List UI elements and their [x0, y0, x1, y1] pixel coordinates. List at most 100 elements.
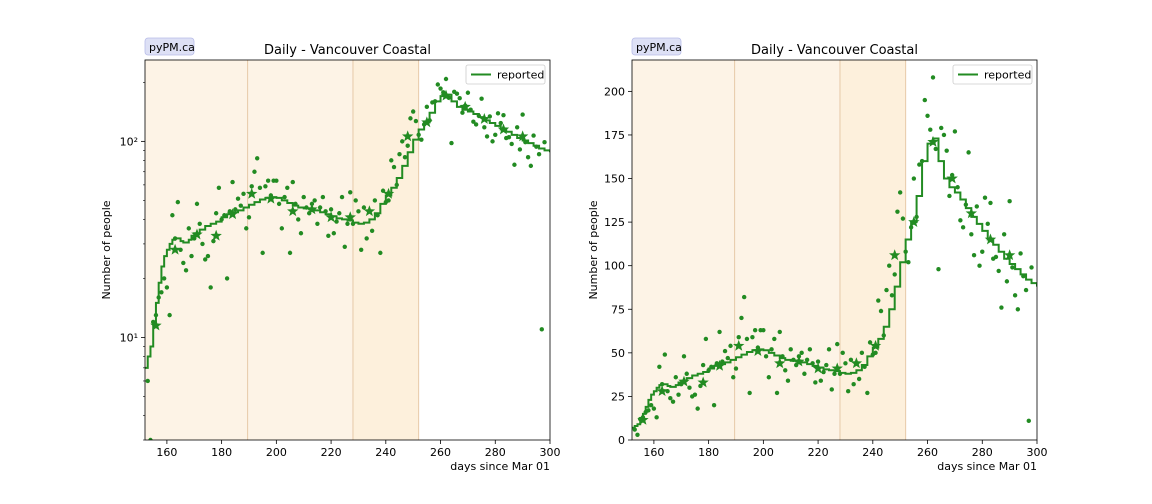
x-tick-label: 280 [485, 446, 506, 459]
data-point [380, 188, 386, 193]
data-point [1018, 251, 1023, 256]
data-point [845, 388, 851, 394]
data-point [802, 371, 807, 376]
data-point [238, 203, 243, 208]
star-marker [869, 339, 882, 351]
data-point [917, 162, 922, 167]
y-tick-label: 75 [611, 303, 625, 316]
data-point [361, 205, 367, 210]
y-tick-label: 100 [604, 260, 625, 273]
data-point [741, 294, 747, 300]
data-point [974, 204, 979, 209]
chart-panel-log: 160 180 200 220 240 260 280 300 10¹ 10² Daily - … [100, 37, 561, 473]
data-point [216, 185, 222, 190]
data-point [750, 334, 755, 340]
data-point [681, 354, 687, 359]
data-point [676, 392, 681, 397]
x-tick-label: 220 [321, 446, 342, 459]
pypm-badge[interactable]: pyPM.ca [144, 37, 195, 56]
period-bands [632, 60, 907, 440]
data-point [358, 247, 364, 252]
data-point [969, 232, 974, 237]
star-marker [344, 211, 356, 223]
data-point [668, 395, 673, 401]
data-point [369, 228, 375, 233]
data-point [684, 371, 689, 376]
period-band [734, 60, 840, 440]
data-point [996, 268, 1001, 274]
period-band [352, 60, 419, 440]
star-marker [169, 243, 181, 255]
data-point [971, 253, 977, 258]
star-marker [927, 135, 939, 147]
data-point [651, 406, 657, 411]
data-point [254, 156, 260, 161]
data-point [353, 198, 358, 203]
data-point [531, 133, 536, 138]
data-point [958, 218, 963, 223]
data-point [334, 219, 339, 224]
star-marker [516, 130, 529, 142]
data-point [936, 266, 941, 272]
data-point [372, 198, 378, 203]
data-point [717, 329, 722, 335]
pypm-badge[interactable]: pyPM.ca [631, 37, 682, 56]
data-point [939, 125, 944, 131]
data-point [873, 350, 878, 356]
data-point [208, 285, 213, 290]
data-point [509, 141, 514, 147]
data-point [213, 211, 219, 216]
data-point [285, 185, 290, 190]
data-point [484, 134, 490, 139]
data-point [1001, 232, 1007, 237]
data-point [826, 347, 832, 352]
data-point [928, 127, 933, 132]
data-point [840, 350, 845, 356]
data-point [183, 268, 189, 273]
x-axis-ticks: 160 180 200 220 240 260 280 300 [156, 440, 561, 459]
period-bands [145, 60, 420, 440]
data-point [159, 290, 164, 295]
data-point [900, 216, 906, 221]
data-point [824, 362, 829, 368]
data-point [181, 260, 186, 266]
star-marker [812, 362, 824, 374]
data-point [233, 207, 238, 212]
data-point [892, 272, 897, 277]
data-point [788, 347, 793, 352]
plot-frame [144, 59, 551, 441]
data-point [490, 139, 495, 144]
data-point [865, 390, 870, 396]
data-point [145, 378, 150, 384]
weekly-stars [150, 89, 529, 331]
data-point [673, 375, 678, 380]
data-point [722, 348, 728, 354]
data-point [720, 359, 725, 364]
data-point [170, 213, 175, 218]
data-point [731, 375, 736, 380]
data-point [525, 155, 531, 160]
data-point [400, 139, 405, 144]
star-marker [191, 228, 203, 240]
star-marker [656, 385, 668, 397]
data-point [536, 152, 542, 157]
data-point [906, 260, 911, 265]
x-tick-label: 220 [808, 446, 829, 459]
data-point [167, 312, 172, 318]
data-point [186, 226, 191, 231]
data-point [988, 200, 993, 206]
model-line [632, 137, 1037, 429]
y-axis-label: Number of people [587, 200, 600, 299]
data-point [364, 236, 369, 241]
data-point [692, 392, 698, 397]
data-point [542, 140, 547, 145]
data-point [457, 96, 462, 101]
data-point [941, 132, 947, 138]
data-point [700, 362, 706, 368]
x-axis-ticks: 160 180 200 220 240 260 280 300 [643, 440, 1048, 459]
star-marker [497, 123, 510, 135]
legend-label: reported [497, 69, 544, 82]
x-tick-label: 160 [643, 446, 664, 459]
data-point [391, 164, 397, 170]
badge-text: pyPM.ca [149, 41, 195, 54]
